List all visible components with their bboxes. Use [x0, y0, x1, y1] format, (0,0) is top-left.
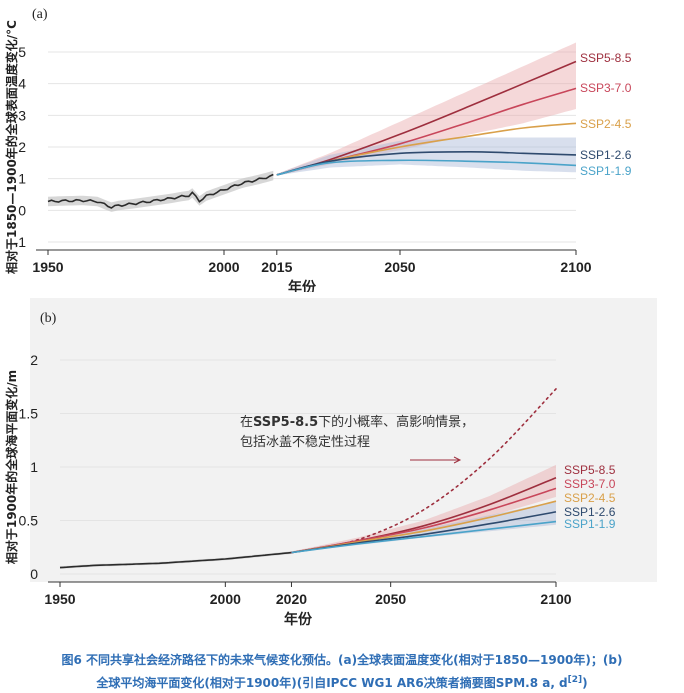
chart-a-x-tick-label: 2100 — [560, 259, 591, 275]
chart-a-label-ssp3-7-0: SSP3-7.0 — [580, 81, 632, 95]
chart-a-y-tick-label: 3 — [18, 107, 26, 123]
caption-line-2: 全球平均海平面变化(相对于1900年)(引自IPCC WG1 AR6决策者摘要图… — [0, 670, 684, 693]
chart-b-x-tick-label: 2050 — [375, 591, 406, 607]
chart-a-y-tick-label: 1 — [18, 171, 26, 187]
chart-b-label-ssp1-1-9: SSP1-1.9 — [564, 517, 616, 531]
chart-b-x-tick-label: 2020 — [276, 591, 307, 607]
chart-b-label-ssp5-8-5: SSP5-8.5 — [564, 463, 616, 477]
chart-b-annotation-prefix: 在 — [240, 415, 253, 430]
panel-b-sea-level-chart: (b) 0 0.5 1 1.5 2 1950 2000 2020 2050 2100 年份 相对于190… — [4, 298, 657, 628]
chart-b-label-ssp1-2-6: SSP1-2.6 — [564, 505, 616, 519]
chart-b-label-ssp3-7-0: SSP3-7.0 — [564, 477, 616, 491]
chart-b-line-ssp1-1-9 — [291, 520, 557, 554]
chart-b-annotation-scenario: SSP5-8.5 — [253, 415, 318, 430]
chart-b-y-tick-label: 0.5 — [19, 513, 39, 529]
chart-a-y-tick-label: 2 — [18, 139, 26, 155]
chart-a-label-ssp5-8-5: SSP5-8.5 — [580, 51, 632, 65]
chart-b-annotation-line-2: 包括冰盖不稳定性过程 — [240, 434, 370, 450]
chart-a-y-tick-label: 4 — [18, 76, 26, 92]
chart-a-high-emission-range-band — [276, 42, 576, 176]
chart-a-y-tick-label: 5 — [18, 44, 26, 60]
chart-a-low-emission-range-band — [276, 137, 576, 176]
chart-a-y-axis-title: 相对于1850—1900年的全球表面温度变化/°C — [4, 20, 19, 274]
chart-b-y-tick-label: 1.5 — [19, 406, 39, 422]
chart-a-x-tick-label: 1950 — [32, 259, 63, 275]
chart-b-high-emission-range-band — [291, 464, 556, 553]
chart-a-x-tick-label: 2050 — [384, 259, 415, 275]
chart-a-label-ssp1-1-9: SSP1-1.9 — [580, 164, 632, 178]
chart-a-panel-label: (a) — [32, 7, 48, 22]
chart-a-x-tick-label: 2015 — [261, 259, 292, 275]
chart-a-line-ssp1-2-6 — [276, 150, 577, 176]
caption-close-paren: ) — [582, 676, 588, 690]
chart-a-history-uncertainty-band — [48, 170, 274, 212]
chart-b-panel-label: (b) — [40, 311, 57, 326]
chart-b-annotation-line-1: 在SSP5-8.5下的小概率、高影响情景， — [240, 414, 474, 430]
chart-b-label-ssp2-4-5: SSP2-4.5 — [564, 491, 616, 505]
caption-reference: [2] — [567, 675, 583, 685]
chart-b-x-tick-label: 1950 — [44, 591, 75, 607]
caption-line-2-text: 全球平均海平面变化(相对于1900年)(引自IPCC WG1 AR6决策者摘要图… — [96, 676, 568, 690]
chart-b-y-tick-label: 0 — [30, 566, 38, 582]
chart-b-y-tick-label: 1 — [30, 459, 38, 475]
panel-a-temperature-chart: (a) -1 0 1 2 3 4 5 1950 2000 2015 2050 2100 年份 相对于1850… — [4, 7, 632, 292]
chart-b-y-axis-title: 相对于1900年的全球海平面变化/m — [4, 370, 19, 564]
chart-a-y-tick-label: -1 — [14, 234, 27, 250]
chart-b-background — [30, 298, 657, 582]
chart-b-y-tick-label: 2 — [30, 352, 38, 368]
chart-a-label-ssp2-4-5: SSP2-4.5 — [580, 117, 632, 131]
chart-b-x-axis-title: 年份 — [284, 611, 313, 628]
chart-b-x-tick-label: 2100 — [540, 591, 571, 607]
chart-b-history-line — [59, 551, 292, 569]
figure-caption: 图6 不同共享社会经济路径下的未来气候变化预估。(a)全球表面温度变化(相对于1… — [0, 650, 684, 693]
chart-a-history-line — [47, 173, 274, 209]
chart-a-line-ssp5-8-5 — [276, 60, 577, 176]
chart-a-label-ssp1-2-6: SSP1-2.6 — [580, 148, 632, 162]
chart-b-annotation-arrow-head — [453, 456, 462, 464]
chart-a-x-tick-label: 2000 — [208, 259, 239, 275]
chart-a-line-ssp1-1-9 — [276, 159, 577, 176]
chart-a-x-axis-title: 年份 — [288, 279, 317, 292]
caption-line-1: 图6 不同共享社会经济路径下的未来气候变化预估。(a)全球表面温度变化(相对于1… — [61, 653, 623, 667]
chart-b-annotation-suffix: 下的小概率、高影响情景， — [318, 414, 474, 430]
chart-b-x-tick-label: 2000 — [210, 591, 241, 607]
chart-a-y-tick-label: 0 — [18, 202, 26, 218]
